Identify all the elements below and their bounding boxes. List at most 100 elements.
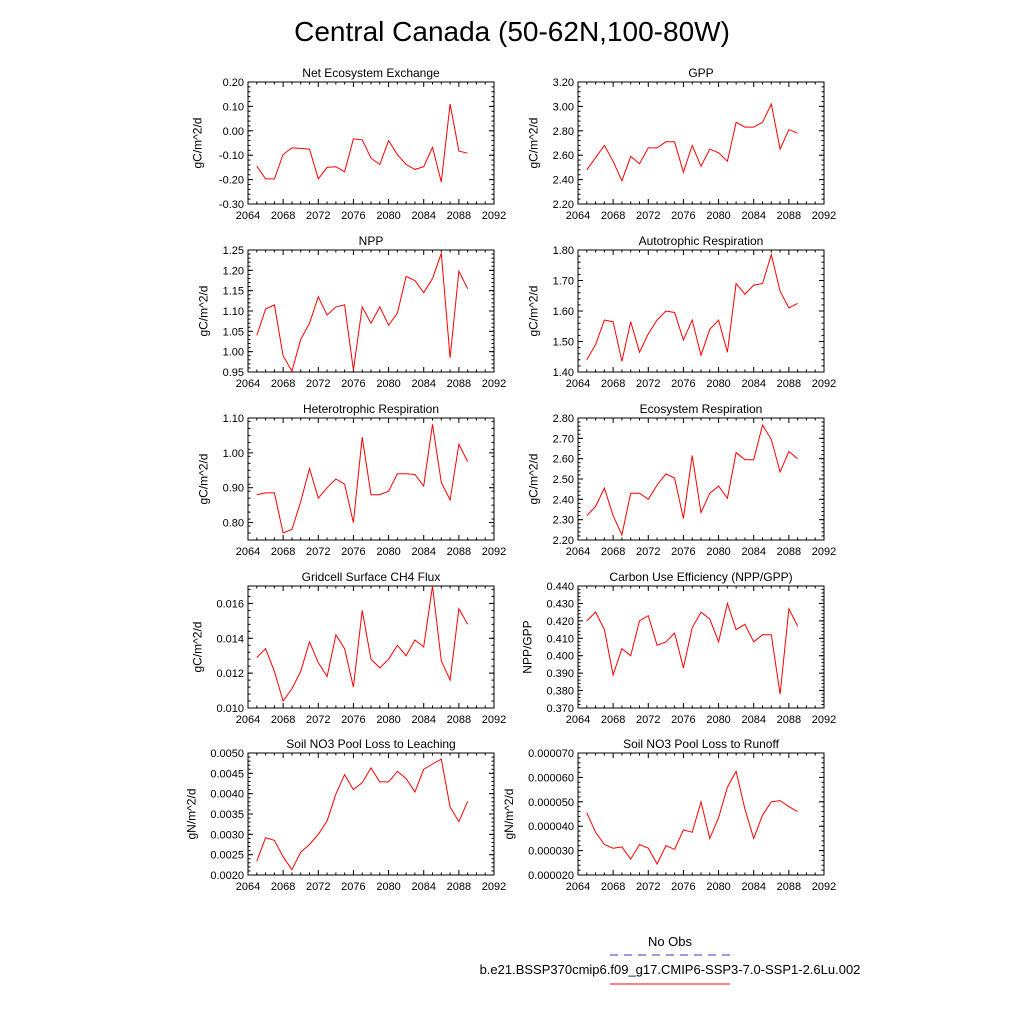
y-tick-label: 0.0035 — [210, 809, 244, 821]
y-tick-label: 0.000060 — [528, 772, 574, 784]
y-axis-label: gC/m^2/d — [527, 454, 541, 505]
y-tick-label: 0.440 — [546, 581, 574, 593]
x-tick-label: 2076 — [341, 881, 365, 893]
x-tick-label: 2080 — [706, 546, 730, 558]
x-tick-label: 2080 — [376, 714, 400, 726]
series-line — [256, 585, 469, 703]
x-tick-label: 2064 — [566, 546, 590, 558]
x-tick-label: 2084 — [741, 546, 765, 558]
y-tick-label: 0.20 — [223, 77, 244, 89]
x-tick-label: 2084 — [411, 378, 435, 390]
y-tick-label: 1.25 — [223, 245, 244, 257]
y-tick-label: 0.390 — [546, 668, 574, 680]
x-tick-label: 2084 — [741, 714, 765, 726]
x-tick-label: 2072 — [636, 378, 660, 390]
y-tick-label: 0.000040 — [528, 821, 574, 833]
x-tick-label: 2088 — [447, 210, 471, 222]
y-tick-label: 0.0025 — [210, 850, 244, 862]
x-tick-label: 2088 — [447, 546, 471, 558]
x-tick-label: 2068 — [601, 210, 625, 222]
x-tick-label: 2080 — [706, 210, 730, 222]
plot-frame — [247, 752, 495, 876]
series-line — [586, 102, 798, 183]
y-tick-label: 2.60 — [553, 150, 574, 162]
y-tick-label: 2.80 — [553, 126, 574, 138]
panel-title: NPP — [359, 234, 384, 248]
x-tick-label: 2092 — [812, 546, 836, 558]
x-tick-label: 2072 — [636, 714, 660, 726]
x-tick-label: 2064 — [566, 881, 590, 893]
series-line — [256, 103, 468, 183]
x-tick-label: 2092 — [812, 714, 836, 726]
y-axis-label: gC/m^2/d — [527, 118, 541, 169]
x-tick-label: 2088 — [447, 378, 471, 390]
y-tick-label: 2.30 — [553, 515, 574, 527]
x-tick-label: 2084 — [741, 378, 765, 390]
x-tick-label: 2088 — [777, 714, 801, 726]
x-tick-label: 2092 — [812, 210, 836, 222]
x-tick-label: 2068 — [601, 378, 625, 390]
x-tick-label: 2072 — [306, 546, 330, 558]
y-tick-label: 2.60 — [553, 454, 574, 466]
y-tick-label: 0.400 — [546, 651, 574, 663]
x-tick-label: 2072 — [636, 881, 660, 893]
x-tick-label: 2084 — [411, 714, 435, 726]
x-tick-label: 2068 — [271, 546, 295, 558]
x-tick-label: 2088 — [777, 881, 801, 893]
panel-title: Ecosystem Respiration — [640, 402, 763, 416]
x-tick-label: 2088 — [777, 378, 801, 390]
series-line — [586, 769, 798, 866]
x-tick-label: 2084 — [741, 210, 765, 222]
y-tick-label: 3.20 — [553, 77, 574, 89]
panel-carbon-use-efficiency-npp-gpp: Carbon Use Efficiency (NPP/GPP) 2064 2068 2… — [521, 570, 837, 726]
series-line — [586, 601, 799, 695]
y-axis-label: gC/m^2/d — [191, 118, 205, 169]
panel-title: Soil NO3 Pool Loss to Runoff — [623, 737, 780, 751]
x-tick-label: 2084 — [741, 881, 765, 893]
y-tick-label: 0.000070 — [528, 748, 574, 760]
x-tick-label: 2076 — [671, 546, 695, 558]
x-tick-label: 2068 — [601, 881, 625, 893]
y-tick-label: 0.420 — [546, 616, 574, 628]
x-tick-label: 2064 — [236, 546, 260, 558]
y-tick-label: 0.80 — [223, 518, 244, 530]
plot-frame — [577, 81, 825, 205]
plot-frame — [577, 585, 825, 709]
x-tick-label: 2080 — [706, 378, 730, 390]
y-tick-label: 2.70 — [553, 433, 574, 445]
y-tick-label: 0.010 — [216, 703, 244, 715]
x-tick-label: 2092 — [482, 714, 506, 726]
y-tick-label: 0.90 — [223, 483, 244, 495]
panel-title: Heterotrophic Respiration — [303, 402, 439, 416]
panel-soil-no3-pool-loss-to-leaching: Soil NO3 Pool Loss to Leaching 2064 2068 20… — [184, 737, 506, 893]
x-tick-label: 2092 — [482, 378, 506, 390]
plot-frame — [577, 752, 825, 876]
series-line — [256, 758, 469, 871]
x-tick-label: 2068 — [271, 881, 295, 893]
y-tick-label: 1.20 — [223, 265, 244, 277]
series-line — [256, 253, 469, 373]
x-tick-label: 2080 — [376, 546, 400, 558]
x-tick-label: 2072 — [306, 714, 330, 726]
y-tick-label: 0.000030 — [528, 846, 574, 858]
x-tick-label: 2068 — [271, 378, 295, 390]
x-tick-label: 2092 — [482, 881, 506, 893]
panel-title: Autotrophic Respiration — [639, 234, 764, 248]
figure-title: Central Canada (50-62N,100-80W) — [294, 16, 730, 47]
x-tick-label: 2072 — [636, 210, 660, 222]
x-tick-label: 2072 — [306, 210, 330, 222]
x-tick-label: 2092 — [812, 378, 836, 390]
x-tick-label: 2080 — [706, 881, 730, 893]
y-tick-label: 0.430 — [546, 598, 574, 610]
y-tick-label: 0.012 — [216, 668, 244, 680]
y-tick-label: 2.40 — [553, 175, 574, 187]
y-axis-label: gC/m^2/d — [527, 286, 541, 337]
x-tick-label: 2080 — [376, 881, 400, 893]
x-tick-label: 2088 — [447, 714, 471, 726]
y-tick-label: 0.380 — [546, 686, 574, 698]
y-tick-label: 0.0040 — [210, 789, 244, 801]
panel-gridcell-surface-ch4-flux: Gridcell Surface CH4 Flux 2064 2068 2072 207… — [191, 570, 507, 726]
x-tick-label: 2076 — [671, 378, 695, 390]
x-tick-label: 2076 — [341, 378, 365, 390]
